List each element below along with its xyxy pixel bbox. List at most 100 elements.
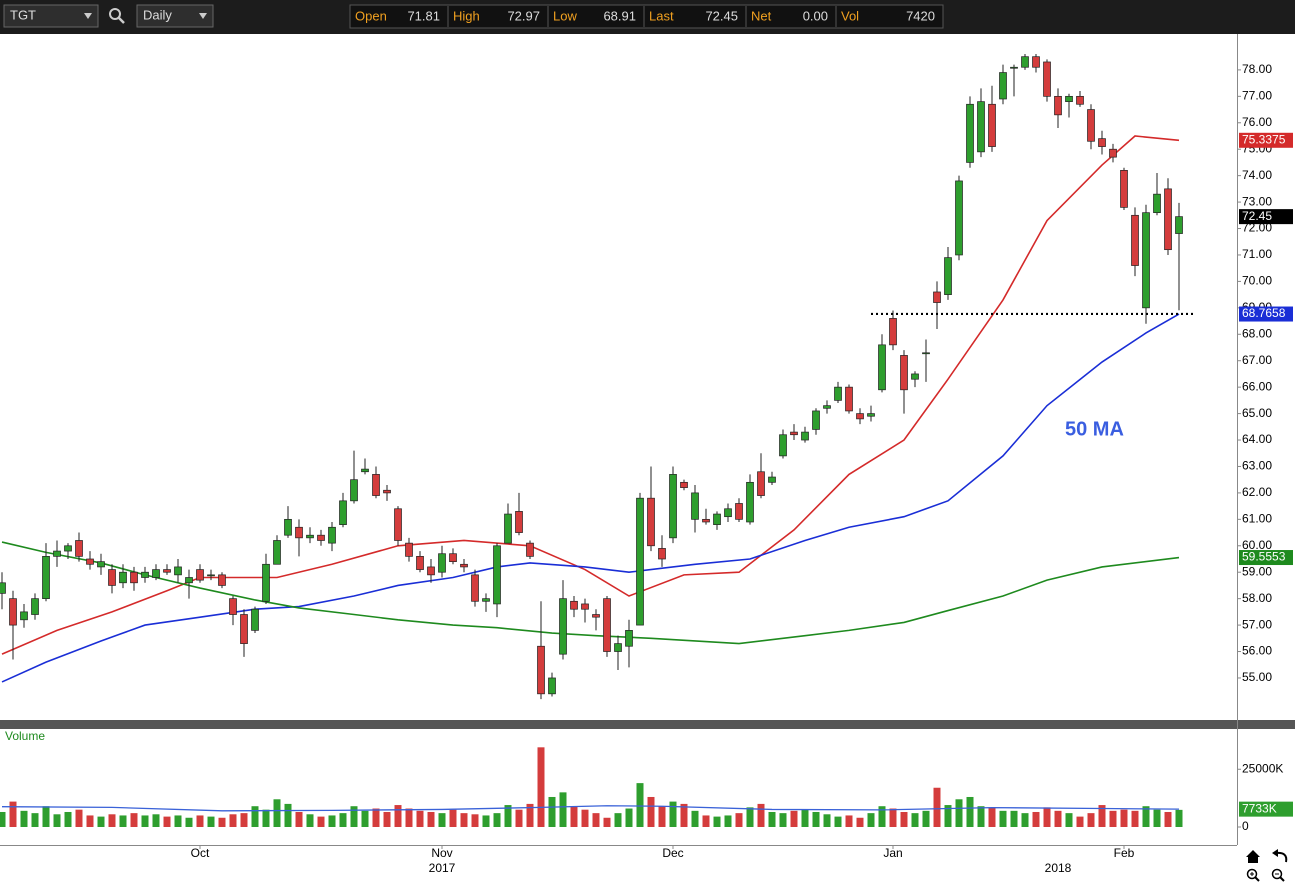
- volume-bar: [944, 805, 952, 827]
- quote-value: 72.45: [705, 8, 738, 23]
- volume-bar: [482, 815, 490, 827]
- candle-body: [240, 614, 248, 644]
- undo-icon[interactable]: [1272, 849, 1288, 863]
- volume-bar: [262, 809, 270, 827]
- quote-label: High: [453, 8, 480, 23]
- volume-bar: [119, 815, 127, 827]
- volume-bar: [185, 817, 193, 827]
- candle-body: [1087, 109, 1095, 142]
- candle-body: [1021, 56, 1029, 68]
- volume-bar: [108, 814, 116, 827]
- y-tick-label: 55.00: [1242, 670, 1272, 684]
- volume-bar: [845, 815, 853, 827]
- candle-body: [1076, 95, 1084, 105]
- zoom-out-icon[interactable]: [1271, 868, 1285, 882]
- candle-body: [504, 513, 512, 544]
- volume-bar: [735, 813, 743, 827]
- y-tick-label: 77.00: [1242, 89, 1272, 103]
- volume-bar: [779, 813, 787, 827]
- y-tick-label: 61.00: [1242, 512, 1272, 526]
- volume-bar: [284, 803, 292, 827]
- volume-bar: [306, 814, 314, 827]
- volume-bar: [691, 810, 699, 827]
- candle-body: [361, 468, 369, 473]
- search-icon[interactable]: [109, 8, 125, 24]
- candle-body: [537, 645, 545, 695]
- interval-box[interactable]: [136, 4, 214, 28]
- volume-bar: [251, 806, 259, 827]
- candle-body: [295, 526, 303, 539]
- volume-bar: [1142, 806, 1150, 827]
- candle-body: [9, 598, 17, 626]
- candle-body: [229, 598, 237, 615]
- last-price-label: 72.45: [1242, 209, 1272, 223]
- candle-body: [581, 603, 589, 610]
- panel-divider: [0, 720, 1295, 729]
- candle-body: [812, 410, 820, 430]
- ma-value-label: 59.5553: [1242, 550, 1286, 564]
- candle-body: [31, 598, 39, 615]
- candle-body: [372, 474, 380, 496]
- candle-body: [108, 569, 116, 586]
- candle-body: [174, 566, 182, 576]
- candle-body: [438, 553, 446, 573]
- candle-body: [735, 503, 743, 520]
- candle-body: [1065, 95, 1073, 102]
- volume-bar: [163, 816, 171, 827]
- volume-bar: [1021, 813, 1029, 827]
- moving-average: [1, 313, 1180, 683]
- zoom-in-icon[interactable]: [1246, 868, 1260, 882]
- volume-bar: [493, 813, 501, 827]
- quote-label: Net: [751, 8, 772, 23]
- candle-body: [801, 431, 809, 441]
- y-tick-label: 62.00: [1242, 485, 1272, 499]
- ma-value-box: [1239, 132, 1293, 148]
- last-price-box: [1239, 209, 1293, 225]
- volume-bar: [614, 813, 622, 827]
- y-tick-label: 65.00: [1242, 406, 1272, 420]
- candle-body: [658, 548, 666, 560]
- volume-bar: [196, 815, 204, 827]
- volume-bar: [911, 813, 919, 827]
- volume-bar: [1054, 810, 1062, 827]
- symbol-box[interactable]: [3, 4, 99, 28]
- candle-body: [53, 550, 61, 557]
- volume-bar: [823, 814, 831, 827]
- candle-body: [1164, 188, 1172, 251]
- y-tick-label: 59.00: [1242, 564, 1272, 578]
- volume-bar: [1043, 807, 1051, 827]
- volume-average-value-box: [1239, 801, 1293, 817]
- candle-body: [394, 508, 402, 541]
- candle-body: [64, 545, 72, 552]
- volume-bar: [1131, 810, 1139, 827]
- candle-body: [1109, 148, 1117, 158]
- volume-bar: [86, 815, 94, 827]
- y-tick-label: 71.00: [1242, 247, 1272, 261]
- candle-body: [559, 598, 567, 655]
- candle-body: [130, 571, 138, 584]
- candle-body: [647, 497, 655, 547]
- candle-body: [339, 500, 347, 525]
- dropdown-arrow[interactable]: [84, 13, 92, 19]
- candle-body: [471, 574, 479, 602]
- y-tick-label: 56.00: [1242, 644, 1272, 658]
- dropdown-arrow[interactable]: [199, 13, 207, 19]
- volume-bar: [350, 806, 358, 827]
- candle-body: [42, 556, 50, 600]
- volume-bar: [757, 803, 765, 827]
- volume-bar: [768, 811, 776, 827]
- candle-body: [86, 558, 94, 565]
- volume-average-value-label: 7733K: [1242, 801, 1277, 815]
- volume-bar: [933, 787, 941, 827]
- y-tick-label: 78.00: [1242, 62, 1272, 76]
- home-icon[interactable]: [1246, 850, 1260, 863]
- volume-bar: [64, 811, 72, 827]
- volume-bar: [383, 811, 391, 827]
- candle-body: [317, 534, 325, 541]
- candle-body: [669, 474, 677, 539]
- y-tick-label: 64.00: [1242, 432, 1272, 446]
- volume-bar: [669, 801, 677, 827]
- candle-body: [273, 540, 281, 565]
- volume-bar: [526, 803, 534, 827]
- candle-body: [856, 413, 864, 420]
